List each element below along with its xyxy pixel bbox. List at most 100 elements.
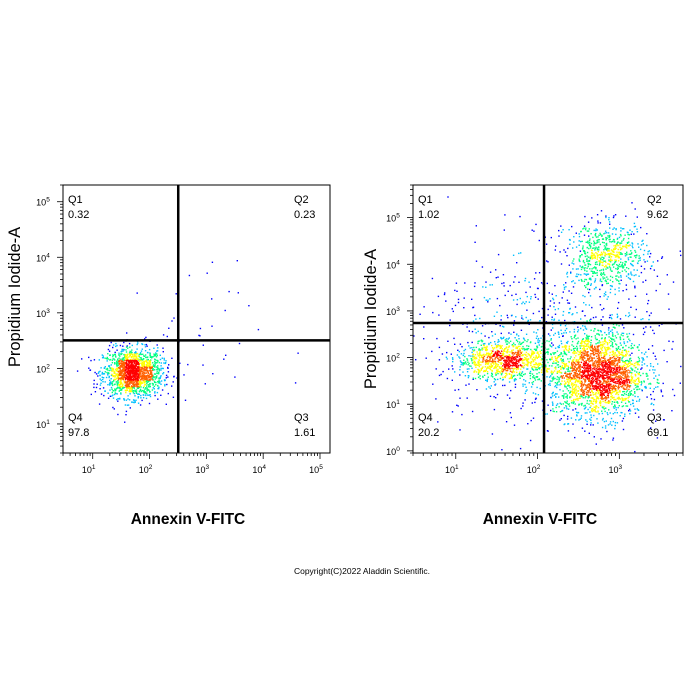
event-dot: [452, 358, 454, 360]
event-dot: [597, 329, 599, 331]
event-dot: [558, 336, 560, 338]
event-dot: [490, 350, 492, 352]
event-dot: [109, 389, 111, 391]
event-dot: [458, 356, 460, 358]
event-dot: [153, 385, 156, 388]
event-dot: [572, 382, 574, 385]
event-dot: [138, 369, 140, 371]
event-dot: [480, 354, 482, 357]
event-dot: [600, 269, 603, 271]
event-dot: [515, 347, 517, 349]
event-dot: [584, 339, 587, 341]
event-dot: [578, 260, 580, 262]
event-dot: [623, 237, 625, 240]
event-dot: [509, 397, 511, 399]
event-dot: [591, 306, 593, 309]
event-dot: [583, 280, 585, 283]
event-dot: [140, 382, 143, 384]
event-dot: [485, 349, 487, 351]
event-dot: [137, 396, 139, 398]
event-dot: [122, 374, 125, 376]
event-dot: [592, 272, 594, 274]
event-dot: [579, 345, 581, 347]
event-dot: [615, 245, 617, 248]
event-dot: [534, 342, 537, 344]
event-dot: [472, 356, 474, 358]
event-dot: [581, 340, 583, 342]
event-dot: [629, 362, 631, 364]
event-dot: [600, 272, 602, 274]
event-dot: [607, 249, 609, 252]
event-dot: [558, 371, 560, 373]
event-dot: [612, 238, 615, 241]
event-dot: [134, 377, 137, 380]
event-dot: [458, 350, 460, 353]
event-dot: [438, 374, 441, 377]
event-dot: [554, 377, 556, 380]
event-dot: [519, 368, 522, 370]
event-dot: [641, 382, 643, 384]
event-dot: [605, 242, 608, 245]
event-dot: [605, 244, 607, 246]
event-dot: [501, 362, 503, 364]
event-dot: [672, 281, 675, 283]
event-dot: [531, 368, 534, 370]
event-dot: [121, 373, 123, 375]
event-dot: [617, 391, 619, 394]
event-dot: [577, 353, 580, 356]
event-dot: [579, 418, 581, 420]
event-dot: [626, 247, 628, 249]
event-dot: [618, 253, 620, 255]
event-dot: [620, 242, 623, 244]
event-dot: [571, 394, 574, 397]
event-dot: [110, 382, 112, 384]
event-dot: [612, 251, 614, 253]
event-dot: [114, 351, 116, 354]
event-dot: [627, 399, 629, 402]
event-dot: [595, 392, 597, 394]
event-dot: [444, 292, 446, 294]
event-dot: [627, 273, 630, 275]
event-dot: [575, 246, 578, 248]
event-dot: [603, 266, 606, 268]
event-dot: [556, 357, 558, 360]
event-dot: [584, 343, 586, 345]
event-dot: [610, 249, 613, 251]
event-dot: [499, 325, 501, 327]
event-dot: [605, 353, 608, 355]
event-dot: [561, 360, 563, 362]
event-dot: [156, 359, 158, 362]
event-dot: [594, 410, 596, 413]
event-dot: [610, 241, 613, 243]
event-dot: [547, 383, 550, 386]
event-dot: [590, 233, 592, 235]
event-dot: [564, 401, 566, 403]
event-dot: [536, 386, 538, 389]
event-dot: [636, 254, 638, 257]
event-dot: [596, 397, 598, 399]
event-dot: [474, 282, 476, 284]
event-dot: [139, 380, 141, 383]
event-dot: [634, 370, 636, 372]
event-dot: [513, 379, 516, 381]
event-dot: [132, 375, 134, 377]
event-dot: [607, 267, 609, 269]
event-dot: [555, 245, 557, 247]
event-dot: [141, 399, 143, 402]
event-dot: [508, 345, 510, 347]
event-dot: [594, 328, 596, 330]
event-dot: [593, 253, 595, 255]
event-dot: [572, 345, 575, 348]
event-dot: [123, 386, 126, 389]
event-dot: [488, 367, 490, 369]
event-dot: [573, 383, 576, 386]
event-dot: [99, 388, 101, 390]
event-dot: [564, 353, 567, 355]
event-dot: [126, 354, 129, 356]
event-dot: [609, 267, 612, 269]
event-dot: [564, 348, 567, 350]
event-dot: [561, 346, 564, 348]
event-dot: [566, 397, 568, 399]
event-dot: [162, 334, 165, 336]
event-dot: [154, 362, 156, 365]
